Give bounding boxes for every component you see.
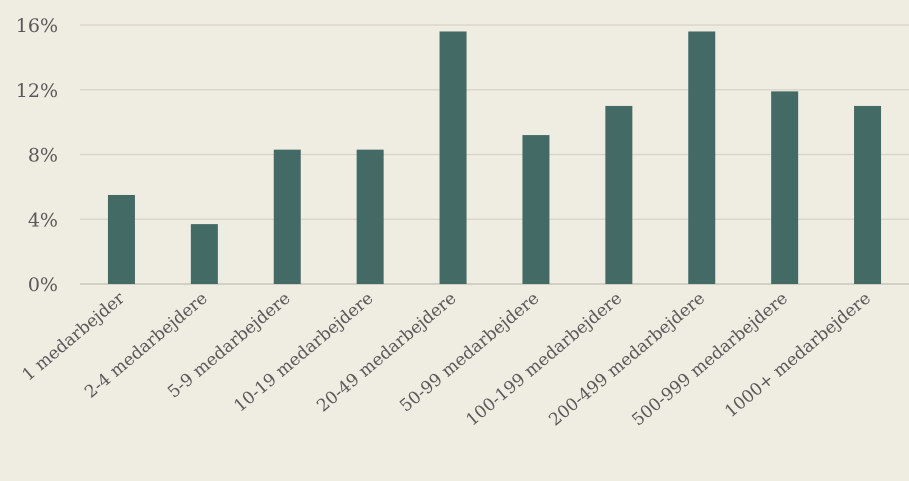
x-tick-label: 1000+ medarbejdere (721, 289, 874, 422)
bar (439, 31, 467, 284)
bars (107, 31, 882, 285)
bar (356, 149, 384, 284)
x-tick-label: 200-499 medarbejdere (545, 289, 709, 431)
x-tick-label: 20-49 medarbejdere (313, 289, 460, 417)
bar (107, 194, 135, 284)
y-tick-label: 0% (28, 274, 58, 296)
x-tick-label: 100-199 medarbejdere (463, 289, 627, 431)
bar (854, 105, 882, 284)
x-tick-label: 50-99 medarbejdere (396, 289, 543, 417)
y-axis-tick-labels: 0% 4% 8% 12% 16% (16, 15, 58, 296)
bar (190, 224, 218, 284)
bar (522, 135, 550, 284)
x-tick-label: 500-999 medarbejdere (628, 289, 792, 431)
y-tick-label: 8% (28, 145, 58, 167)
x-tick-label: 10-19 medarbejdere (230, 289, 377, 417)
bar (771, 91, 799, 285)
y-tick-label: 4% (28, 209, 58, 231)
bar (273, 149, 301, 284)
bar (688, 31, 716, 284)
y-tick-label: 12% (16, 80, 58, 102)
gridlines (80, 24, 909, 285)
y-tick-label: 16% (16, 15, 58, 37)
bar (605, 105, 633, 284)
